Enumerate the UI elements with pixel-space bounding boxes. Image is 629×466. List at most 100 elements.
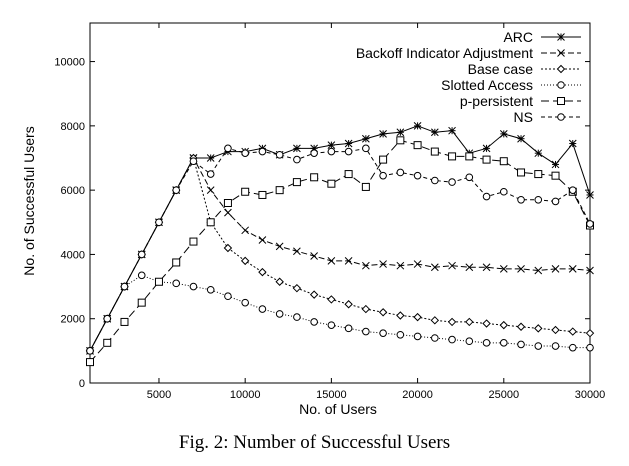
- y-tick-label: 0: [79, 378, 85, 390]
- data-point: [586, 220, 594, 228]
- legend-label: Slotted Access: [441, 77, 533, 93]
- legend-marker: [557, 49, 565, 57]
- data-point: [223, 199, 232, 207]
- legend-item: Slotted Access: [441, 77, 581, 93]
- data-point: [482, 339, 491, 347]
- legend-item: Base case: [468, 61, 581, 77]
- legend-label: ARC: [503, 29, 533, 45]
- data-point: [362, 144, 370, 153]
- data-point: [292, 178, 301, 187]
- data-point: [551, 160, 560, 169]
- data-point: [551, 325, 560, 335]
- data-point: [586, 191, 594, 199]
- legend-item: Backoff Indicator Adjustment: [356, 45, 581, 61]
- legend-marker: [557, 113, 565, 121]
- data-point: [292, 283, 302, 293]
- series-layer: [85, 122, 595, 367]
- data-point: [379, 130, 387, 138]
- data-point: [430, 263, 439, 272]
- data-point: [499, 265, 508, 273]
- data-point: [361, 182, 370, 191]
- series-line: [89, 125, 591, 352]
- data-point: [413, 171, 422, 180]
- data-point: [465, 337, 474, 346]
- data-point: [172, 258, 181, 267]
- data-point: [86, 358, 94, 367]
- y-tick-label: 2000: [61, 314, 85, 326]
- legend-label: p-persistent: [460, 93, 533, 109]
- data-point: [585, 328, 595, 338]
- data-point: [551, 197, 560, 206]
- data-point: [344, 324, 353, 333]
- data-point: [534, 170, 543, 179]
- data-point: [431, 334, 439, 342]
- data-point: [103, 338, 112, 347]
- data-point: [327, 257, 336, 265]
- data-point: [275, 310, 284, 318]
- data-point: [344, 257, 353, 265]
- line-chart: 5000 10000 15000 20000 25000 30000 0 2000 4000 60…: [21, 22, 605, 417]
- x-axis-title: No. of Users: [299, 401, 377, 417]
- plot-frame: [89, 22, 591, 384]
- data-point: [224, 144, 232, 153]
- data-point: [396, 311, 405, 320]
- data-point: [309, 290, 319, 299]
- data-point: [189, 237, 198, 246]
- data-point: [206, 186, 215, 194]
- data-point: [120, 282, 129, 291]
- data-point: [448, 335, 456, 344]
- axis-ticks: 5000 10000 15000 20000 25000 30000 0 2000 4000 60…: [54, 23, 605, 401]
- data-point: [86, 347, 94, 355]
- data-point: [206, 218, 215, 227]
- data-point: [517, 340, 525, 349]
- data-point: [327, 179, 336, 188]
- data-point: [293, 247, 301, 256]
- data-point: [258, 236, 267, 244]
- data-point: [275, 277, 284, 286]
- data-point: [396, 261, 405, 270]
- data-point: [568, 139, 577, 148]
- series-base-case: [85, 153, 595, 356]
- data-point: [430, 147, 439, 156]
- figure-caption: Fig. 2: Number of Successful Users: [178, 432, 451, 453]
- data-point: [379, 155, 388, 164]
- series-arc: [86, 122, 594, 355]
- data-point: [327, 147, 336, 156]
- data-point: [413, 141, 422, 150]
- data-point: [293, 144, 301, 153]
- data-point: [327, 141, 336, 149]
- data-point: [413, 312, 422, 322]
- data-point: [482, 319, 491, 328]
- x-tick-label: 30000: [575, 389, 606, 401]
- legend-item: NS: [514, 109, 581, 125]
- data-point: [465, 317, 474, 327]
- data-point: [362, 134, 370, 143]
- data-point: [517, 195, 525, 204]
- data-point: [534, 342, 543, 350]
- data-point: [275, 186, 284, 195]
- data-point: [240, 256, 250, 266]
- data-point: [413, 332, 422, 341]
- data-point: [448, 126, 456, 135]
- x-tick-label: 5000: [147, 389, 171, 401]
- series-backoff-indicator-adjustment: [86, 154, 594, 355]
- data-point: [154, 277, 163, 286]
- data-point: [310, 318, 318, 326]
- data-point: [534, 149, 543, 158]
- data-point: [344, 170, 353, 179]
- data-point: [293, 155, 301, 164]
- data-point: [258, 267, 267, 277]
- data-point: [516, 322, 526, 331]
- data-point: [241, 187, 250, 196]
- data-point: [482, 144, 491, 153]
- data-point: [431, 176, 439, 185]
- data-point: [551, 342, 560, 350]
- y-tick-label: 8000: [61, 121, 85, 133]
- data-point: [241, 298, 249, 307]
- series-line: [89, 274, 590, 352]
- data-point: [137, 298, 146, 307]
- data-point: [327, 295, 336, 304]
- data-point: [448, 152, 457, 161]
- data-point: [586, 343, 594, 352]
- data-point: [499, 339, 508, 347]
